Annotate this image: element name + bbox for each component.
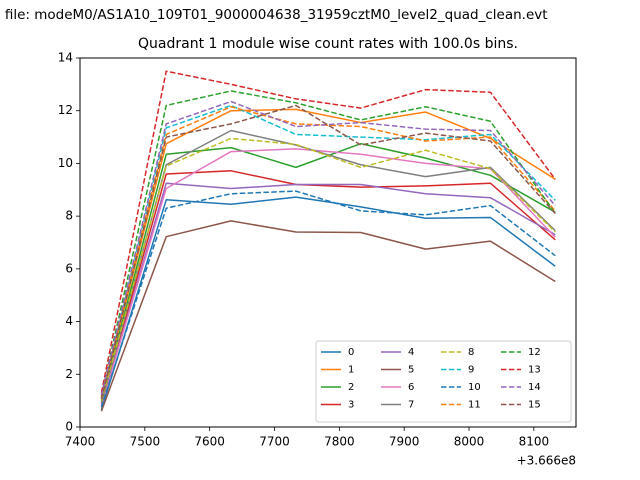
legend-label-10: 10 [468, 382, 481, 393]
y-tick-label: 2 [65, 367, 73, 381]
series-layer [100, 70, 556, 412]
y-tick-label: 0 [65, 420, 73, 434]
series-line-5 [100, 220, 556, 412]
series-line-10 [100, 190, 556, 408]
legend-label-6: 6 [408, 382, 414, 393]
legend-label-9: 9 [468, 365, 474, 376]
y-tick-label: 8 [65, 209, 73, 223]
x-tick-label: 7600 [194, 435, 225, 449]
legend-label-7: 7 [408, 400, 414, 411]
legend-label-11: 11 [468, 400, 481, 411]
series-line-13 [100, 70, 556, 393]
series-line-8 [100, 137, 556, 401]
legend-label-14: 14 [528, 382, 541, 393]
series-line-4 [100, 182, 556, 407]
legend-label-15: 15 [528, 400, 541, 411]
legend-label-13: 13 [528, 365, 541, 376]
x-tick-label: 7700 [259, 435, 290, 449]
y-tick-label: 6 [65, 261, 73, 275]
y-tick-label: 12 [58, 103, 73, 117]
chart-title: Quadrant 1 module wise count rates with … [138, 36, 518, 52]
series-line-3 [100, 170, 556, 405]
series-line-0 [100, 196, 556, 411]
x-axis: 7400 7500 7600 7700 7800 7900 8000 8100 [65, 427, 549, 449]
series-line-6 [100, 148, 556, 405]
figure-suptitle: n file: modeM0/AS1A10_109T01_9000004638_… [0, 7, 548, 23]
series-line-7 [100, 129, 556, 404]
series-line-11 [100, 106, 556, 397]
x-axis-offset-label: +3.666e8 [517, 454, 576, 468]
x-tick-label: 8100 [519, 435, 550, 449]
legend-label-1: 1 [348, 365, 354, 376]
legend-label-4: 4 [408, 347, 414, 358]
legend-label-2: 2 [348, 382, 354, 393]
y-tick-label: 4 [65, 314, 73, 328]
plot-frame [79, 57, 577, 428]
y-tick-label: 10 [58, 156, 73, 170]
x-tick-label: 8000 [454, 435, 485, 449]
series-line-1 [100, 108, 556, 399]
x-tick-label: 7500 [130, 435, 161, 449]
x-tick-label: 7800 [324, 435, 355, 449]
legend-label-3: 3 [348, 400, 354, 411]
series-line-12 [100, 90, 556, 396]
x-tick-label: 7400 [65, 435, 96, 449]
series-line-15 [100, 104, 556, 400]
y-axis: 0 2 4 6 8 10 12 14 [58, 51, 80, 434]
legend-label-5: 5 [408, 365, 414, 376]
legend-label-0: 0 [348, 347, 354, 358]
x-tick-label: 7900 [389, 435, 420, 449]
legend-label-12: 12 [528, 347, 541, 358]
legend-label-8: 8 [468, 347, 474, 358]
legend-box [315, 340, 572, 423]
series-line-9 [100, 104, 556, 399]
y-tick-label: 14 [58, 51, 73, 65]
series-line-14 [100, 100, 556, 396]
